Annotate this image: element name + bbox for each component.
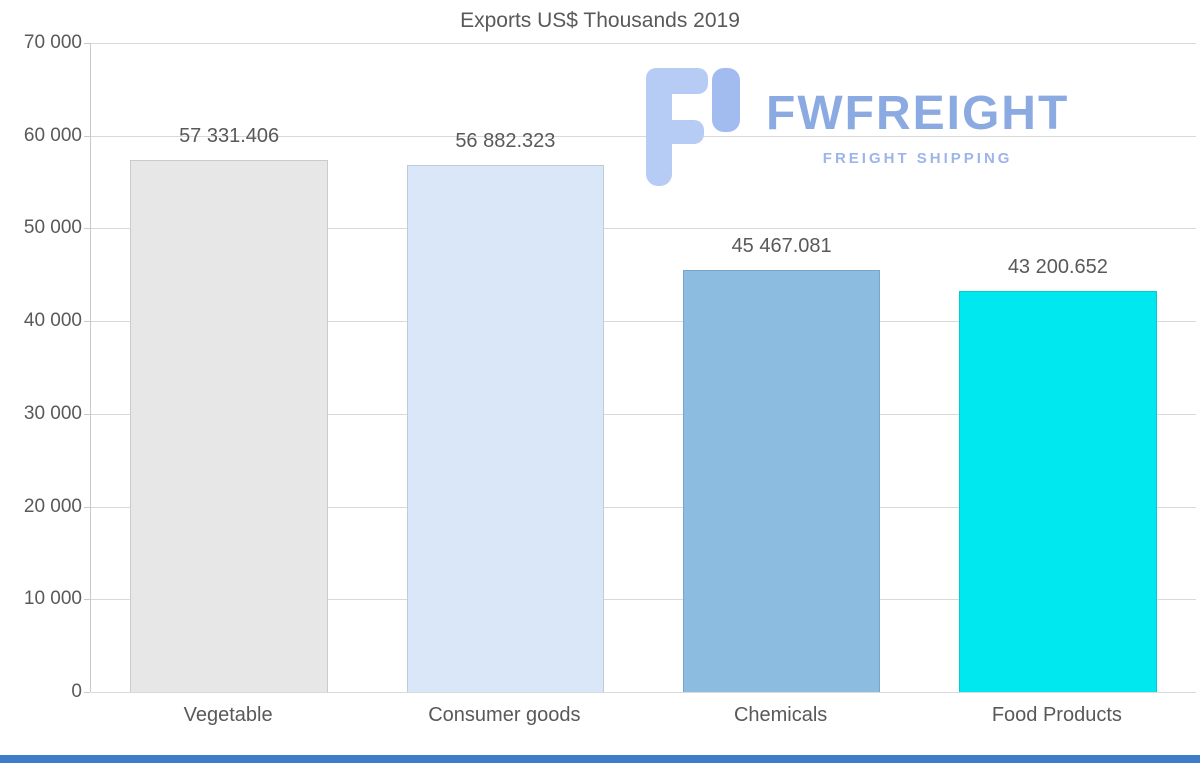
bars-layer: 57 331.406 56 882.323 45 467.081 43 200.652 [91, 43, 1196, 692]
x-category-label: Vegetable [183, 704, 273, 726]
bar-consumer-goods [406, 164, 605, 692]
bar-slot: 57 331.406 [91, 43, 367, 692]
bar-value-label: 57 331.406 [179, 125, 280, 148]
watermark: FWFREIGHT FREIGHT SHIPPING [646, 68, 1069, 186]
y-tick-label: 70 000 [23, 32, 82, 53]
y-tick-label: 30 000 [23, 402, 82, 424]
gridline [91, 599, 1196, 601]
x-category-label: Chemicals [733, 704, 828, 726]
y-tick-mark [84, 43, 90, 44]
bar-chemicals [682, 270, 881, 692]
x-category-label: Consumer goods [428, 704, 581, 726]
gridline [91, 413, 1196, 415]
y-tick-label: 0 [71, 681, 82, 702]
x-category-label: Food Products [991, 704, 1122, 726]
fwfreight-logo-icon [646, 68, 740, 186]
gridline [91, 228, 1196, 230]
y-tick-mark [84, 599, 90, 601]
y-tick-mark [84, 506, 90, 508]
y-tick-label: 10 000 [23, 588, 82, 610]
x-axis-labels: Vegetable Consumer goods Chemicals Food Pro… [90, 704, 1195, 727]
y-tick-label: 50 000 [23, 217, 82, 239]
bar-vegetable [130, 160, 328, 692]
y-tick-mark [84, 321, 90, 323]
bar-value-label: 56 882.323 [455, 129, 556, 152]
brand-tagline: FREIGHT SHIPPING [822, 150, 1013, 167]
y-tick-label: 60 000 [23, 124, 82, 146]
footer-accent-bar [0, 755, 1200, 763]
bar-value-label: 45 467.081 [731, 235, 832, 258]
bar-slot: 45 467.081 [644, 43, 920, 692]
bar-slot: 56 882.323 [367, 43, 643, 692]
y-tick-mark [84, 692, 90, 693]
gridline [91, 506, 1196, 508]
gridline [91, 43, 1196, 44]
y-tick-mark [84, 228, 90, 230]
gridline [91, 321, 1196, 323]
bar-value-label: 43 200.652 [1007, 256, 1108, 279]
gridline [91, 692, 1196, 693]
plot-area: 57 331.406 56 882.323 45 467.081 43 200.652 [90, 43, 1196, 693]
y-tick-mark [84, 413, 90, 415]
gridline [91, 135, 1196, 137]
watermark-text: FWFREIGHT FREIGHT SHIPPING [766, 68, 1070, 168]
y-tick-mark [84, 135, 90, 137]
bar-slot: 43 200.652 [920, 43, 1196, 692]
y-tick-label: 40 000 [23, 310, 82, 332]
bar-food-products [959, 291, 1157, 692]
brand-name: FWFREIGHT [766, 87, 1070, 140]
y-tick-label: 20 000 [23, 495, 82, 517]
chart-title: Exports US$ Thousands 2019 [460, 9, 740, 32]
